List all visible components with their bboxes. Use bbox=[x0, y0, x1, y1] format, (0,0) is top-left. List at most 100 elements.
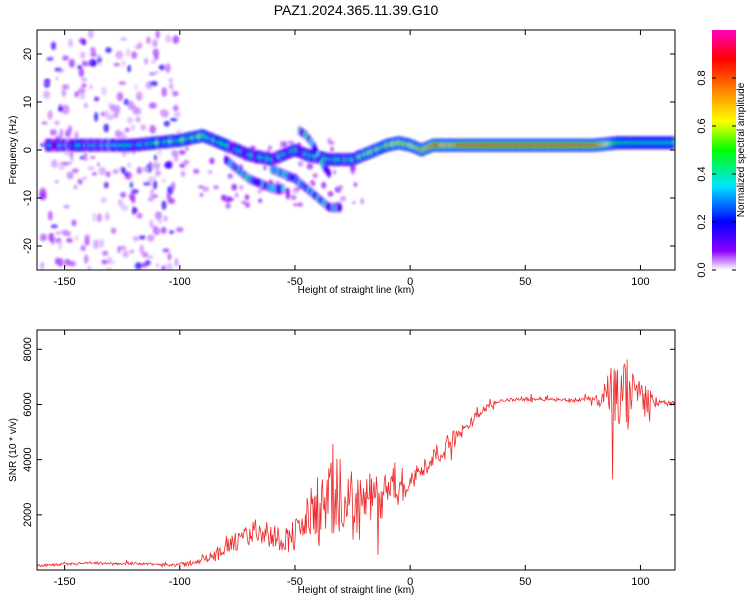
noise-speckle bbox=[61, 104, 70, 115]
noise-speckle bbox=[115, 105, 121, 114]
noise-speckle bbox=[149, 80, 158, 87]
noise-speckle bbox=[149, 191, 156, 197]
noise-speckle bbox=[105, 171, 111, 178]
snr-series-line bbox=[37, 359, 675, 569]
spectrogram-xlabel: Height of straight line (km) bbox=[298, 285, 415, 296]
x-tick-label: -50 bbox=[287, 576, 303, 588]
noise-speckle bbox=[155, 262, 161, 269]
noise-speckle bbox=[173, 104, 179, 112]
noise-speckle bbox=[138, 235, 146, 240]
noise-speckle bbox=[77, 87, 86, 95]
noise-speckle bbox=[88, 58, 97, 67]
noise-speckle bbox=[147, 234, 155, 242]
noise-speckle bbox=[68, 125, 73, 133]
noise-speckle bbox=[122, 250, 129, 258]
snr-xlabel: Height of straight line (km) bbox=[298, 585, 415, 596]
noise-speckle bbox=[161, 200, 167, 210]
noise-speckle bbox=[120, 166, 126, 174]
noise-speckle bbox=[136, 212, 143, 219]
noise-speckle bbox=[71, 168, 79, 174]
snr-frame bbox=[36, 329, 676, 571]
noise-speckle bbox=[79, 93, 86, 100]
noise-speckle bbox=[90, 46, 96, 53]
noise-speckle bbox=[132, 105, 138, 115]
colorbar-tick-label: 0.4 bbox=[696, 166, 708, 181]
noise-speckle bbox=[42, 90, 51, 100]
noise-speckle bbox=[168, 83, 174, 90]
noise-speckle bbox=[235, 192, 239, 198]
noise-speckle bbox=[161, 265, 166, 270]
noise-speckle bbox=[152, 48, 160, 57]
noise-speckle bbox=[149, 124, 156, 134]
y-tick-label: 4000 bbox=[22, 447, 34, 471]
noise-speckle bbox=[71, 219, 77, 226]
noise-speckle bbox=[84, 254, 89, 264]
noise-speckle bbox=[152, 39, 158, 48]
noise-speckle bbox=[172, 91, 179, 97]
noise-speckle bbox=[83, 176, 87, 180]
noise-speckle bbox=[165, 34, 172, 43]
noise-speckle bbox=[131, 51, 138, 59]
noise-speckle bbox=[152, 179, 158, 190]
noise-speckle bbox=[40, 261, 45, 270]
noise-speckle bbox=[154, 154, 157, 162]
noise-speckle bbox=[123, 98, 129, 106]
noise-speckle bbox=[41, 121, 48, 125]
noise-speckle bbox=[121, 60, 126, 67]
noise-speckle bbox=[297, 161, 304, 167]
noise-speckle bbox=[100, 197, 107, 203]
noise-speckle bbox=[179, 163, 186, 168]
noise-speckle bbox=[263, 165, 267, 171]
noise-speckle bbox=[290, 194, 297, 201]
x-tick-label: -50 bbox=[287, 276, 303, 288]
noise-speckle bbox=[352, 200, 356, 205]
colorbar-ticks: 0.0 0.2 0.4 0.6 0.8 bbox=[696, 70, 736, 278]
noise-speckle bbox=[101, 259, 108, 265]
noise-speckle bbox=[74, 91, 79, 98]
noise-speckle bbox=[51, 159, 58, 169]
noise-speckle bbox=[105, 47, 112, 53]
noise-speckle bbox=[185, 146, 189, 152]
x-tick-label: 50 bbox=[519, 276, 531, 288]
noise-speckle bbox=[50, 56, 54, 61]
noise-speckle bbox=[111, 260, 115, 265]
noise-speckle bbox=[170, 117, 178, 122]
noise-speckle bbox=[110, 104, 118, 113]
y-tick-label: 8000 bbox=[22, 337, 34, 361]
noise-speckle bbox=[165, 62, 171, 72]
noise-speckle bbox=[312, 173, 318, 178]
noise-speckle bbox=[171, 181, 176, 191]
noise-speckle bbox=[173, 111, 181, 118]
noise-speckle bbox=[68, 58, 76, 68]
noise-speckle bbox=[148, 161, 153, 167]
noise-speckle bbox=[168, 78, 173, 83]
noise-speckle bbox=[161, 109, 170, 119]
noise-speckle bbox=[69, 260, 76, 267]
noise-speckle bbox=[83, 61, 90, 67]
noise-speckle bbox=[161, 87, 167, 97]
noise-speckle bbox=[155, 30, 160, 39]
noise-speckle bbox=[321, 181, 327, 189]
noise-speckle bbox=[103, 123, 109, 133]
colorbar: 0.0 0.2 0.4 0.6 0.8 Normalized spectral ampl… bbox=[696, 30, 747, 278]
noise-speckle bbox=[137, 42, 143, 48]
noise-speckle bbox=[198, 185, 204, 189]
noise-speckle bbox=[103, 181, 109, 189]
noise-speckle bbox=[141, 166, 149, 173]
noise-speckle bbox=[225, 203, 231, 209]
noise-speckle bbox=[257, 189, 261, 194]
noise-speckle bbox=[327, 191, 334, 197]
noise-speckle bbox=[354, 183, 357, 187]
snr-ylabel: SNR (10 * v/v) bbox=[8, 418, 19, 482]
noise-speckle bbox=[104, 110, 110, 120]
noise-speckle bbox=[115, 50, 124, 60]
noise-speckle bbox=[61, 89, 67, 98]
noise-speckle bbox=[96, 56, 102, 63]
noise-speckle bbox=[213, 185, 220, 190]
track-core bbox=[281, 185, 285, 192]
noise-speckle bbox=[77, 178, 83, 185]
noise-speckle bbox=[94, 111, 99, 122]
noise-speckle bbox=[83, 102, 88, 109]
noise-speckle bbox=[73, 184, 78, 190]
noise-speckle bbox=[57, 257, 64, 267]
